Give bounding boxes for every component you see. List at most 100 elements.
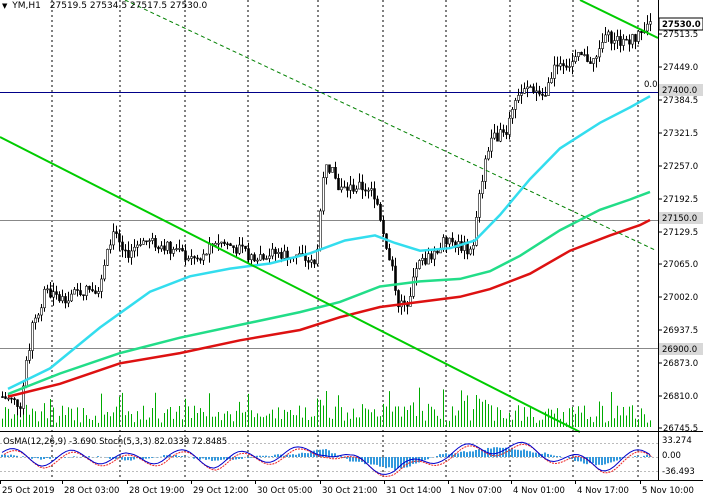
candle-body — [4, 396, 7, 399]
candle-body — [352, 184, 355, 192]
candle-body — [589, 61, 592, 64]
candle-body — [346, 186, 349, 191]
candle-body — [187, 258, 190, 261]
candle-body — [43, 288, 46, 309]
candle-body — [571, 61, 574, 67]
candle-body — [124, 249, 127, 252]
level-tag — [659, 84, 703, 96]
candle-body — [79, 290, 82, 295]
candle-body — [46, 288, 49, 291]
price-tick-label: 27321.5 — [663, 129, 698, 139]
candle-body — [268, 255, 271, 259]
candle-body — [328, 164, 331, 173]
time-label: 25 Oct 2019 — [2, 486, 55, 496]
time-label: 1 Nov 07:00 — [450, 486, 502, 496]
time-label: 31 Oct 14:00 — [386, 486, 441, 496]
candle-body — [70, 293, 73, 302]
candle-body — [169, 241, 172, 254]
candle-body — [547, 82, 550, 96]
candle-body — [475, 217, 478, 246]
candle-body — [322, 177, 325, 212]
price-tick-label: 27257.0 — [663, 162, 698, 172]
candle-body — [283, 250, 286, 259]
candle-body — [598, 48, 601, 58]
candle-body — [94, 290, 97, 294]
candle-body — [58, 294, 61, 302]
candle-body — [442, 237, 445, 249]
candle-body — [586, 54, 589, 62]
oscillator-axis-label: -36.493 — [662, 467, 695, 477]
candle-body — [394, 265, 397, 291]
candle-body — [274, 248, 277, 254]
candle-body — [508, 117, 511, 135]
candle-body — [649, 21, 652, 25]
stoch-signal-line — [3, 443, 653, 477]
candle-body — [178, 248, 181, 250]
candle-body — [199, 258, 202, 261]
candle-body — [247, 248, 250, 261]
candle-body — [496, 132, 499, 142]
candle-body — [631, 34, 634, 45]
stoch-main-line — [1, 441, 651, 475]
candle-body — [37, 314, 40, 319]
candle-body — [34, 317, 37, 323]
candle-body — [628, 39, 631, 45]
ma-slow-line — [7, 218, 651, 398]
candle-body — [235, 247, 238, 254]
candle-body — [67, 300, 70, 304]
time-label: 28 Oct 03:00 — [64, 486, 119, 496]
candle-body — [418, 260, 421, 269]
candle-body — [157, 246, 160, 250]
candle-body — [373, 188, 376, 200]
candle-body — [310, 259, 313, 263]
candle-body — [463, 241, 466, 251]
candle-body — [112, 231, 115, 246]
level-tag — [659, 343, 703, 355]
candle-body — [334, 167, 337, 179]
candle-body — [271, 248, 274, 257]
candle-body — [580, 52, 583, 56]
candle-body — [343, 186, 346, 189]
down-trendline-upper — [579, 0, 659, 39]
candle-body — [184, 250, 187, 261]
candle-body — [427, 253, 430, 265]
down-trendline-lower — [0, 136, 581, 433]
candle-body — [349, 184, 352, 191]
candle-body — [445, 237, 448, 245]
candle-body — [646, 23, 649, 32]
candle-body — [121, 241, 124, 251]
candle-body — [181, 248, 184, 252]
candle-body — [478, 193, 481, 218]
candle-body — [160, 245, 163, 250]
candle-body — [226, 243, 229, 246]
price-tick-label: 27513.5 — [663, 30, 698, 40]
candle-body — [100, 278, 103, 292]
candle-body — [595, 56, 598, 59]
candle-body — [472, 245, 475, 250]
candle-body — [610, 31, 613, 44]
candle-body — [151, 238, 154, 241]
chart-menu-arrow-icon[interactable]: ▼ — [2, 2, 8, 10]
candle-body — [109, 244, 112, 250]
candle-body — [52, 291, 55, 298]
candle-body — [148, 240, 151, 242]
oscillator-axis-label: 33.274 — [662, 436, 692, 446]
current-price-tag — [658, 17, 703, 31]
candle-body — [604, 34, 607, 43]
level-tag-label: 27400.0 — [662, 86, 697, 96]
candle-body — [364, 189, 367, 192]
candle-body — [409, 296, 412, 307]
horizontal-levels — [0, 92, 658, 349]
candle-body — [622, 38, 625, 46]
candle-body — [391, 259, 394, 267]
candle-body — [433, 250, 436, 260]
time-label: 30 Oct 21:00 — [322, 486, 377, 496]
candle-body — [562, 63, 565, 67]
candle-body — [85, 285, 88, 296]
candle-body — [355, 188, 358, 192]
candle-body — [619, 36, 622, 46]
candle-body — [577, 52, 580, 57]
candle-body — [175, 248, 178, 250]
candle-body — [376, 198, 379, 205]
